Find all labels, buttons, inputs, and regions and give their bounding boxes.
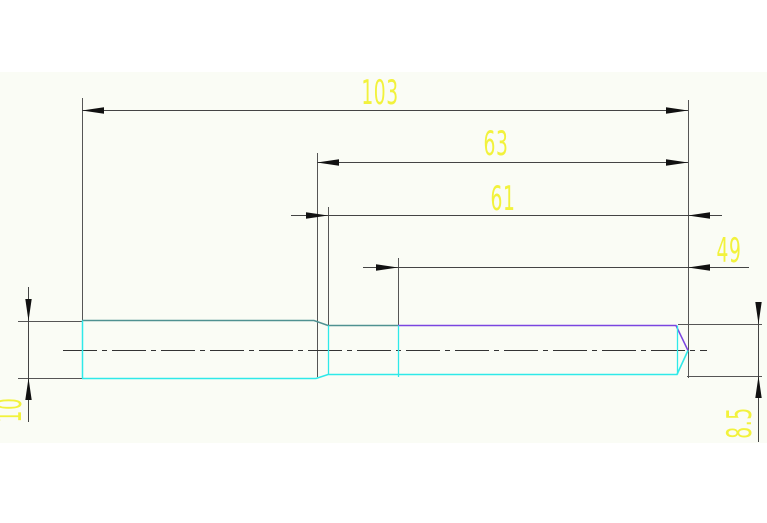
arrow-61-right (688, 212, 710, 219)
dimension-label-10: 10 (0, 397, 30, 423)
part-top-edge-teal (82, 319, 398, 327)
dimension-label-8-5: 8.5 (720, 407, 760, 439)
drawing-canvas-band (0, 72, 767, 443)
arrow-103-left (82, 107, 104, 114)
dimension-label-61: 61 (490, 179, 516, 219)
part-bottom-edge-cyan (82, 350, 689, 380)
arrow-49-right (688, 264, 710, 271)
dimension-arrows (25, 107, 762, 400)
dimension-label-103: 103 (361, 73, 399, 113)
arrow-85-top (755, 302, 762, 324)
arrow-61-left (306, 212, 328, 219)
arrow-10-bottom (25, 378, 32, 400)
arrow-103-right (666, 107, 688, 114)
extension-lines (18, 98, 762, 379)
dimension-lines (28, 110, 759, 442)
arrow-85-bottom (755, 376, 762, 398)
arrow-63-right (666, 159, 688, 166)
dimension-label-49: 49 (716, 231, 742, 271)
arrow-49-left (376, 264, 398, 271)
part-outline (81, 319, 689, 380)
dimension-label-63: 63 (483, 124, 509, 164)
part-top-edge-purple-thread (398, 324, 689, 351)
arrow-10-top (25, 299, 32, 321)
arrow-63-left (317, 159, 339, 166)
